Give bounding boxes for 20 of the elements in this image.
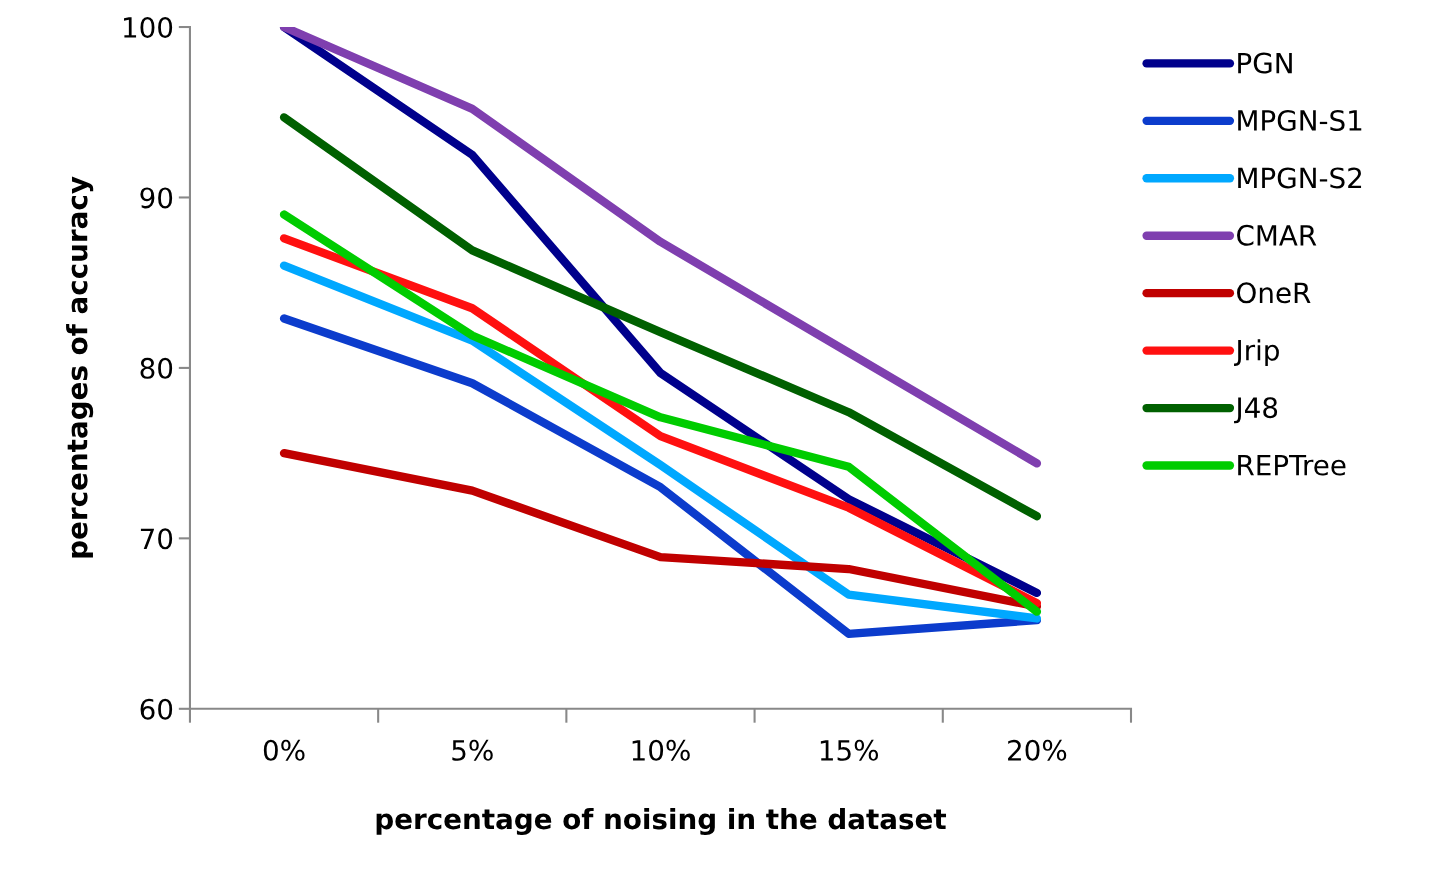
- x-tick-label: 20%: [1008, 739, 1067, 761]
- legend-label: CMAR: [1237, 224, 1317, 246]
- y-axis-title: percentages of accuracy: [66, 176, 94, 558]
- y-tick-label: 90: [140, 187, 173, 209]
- legend-label: PGN: [1238, 52, 1292, 74]
- y-tick-label: 100: [124, 16, 173, 38]
- x-tick-label: 5%: [452, 739, 493, 761]
- x-tick-label: 0%: [263, 739, 305, 761]
- x-axis-title: percentage of noising in the dataset: [376, 807, 947, 836]
- legend-label: MPGN-S2: [1238, 167, 1362, 189]
- legend-label: J48: [1234, 397, 1278, 424]
- y-tick-label: 80: [140, 357, 173, 379]
- y-tick-label: 60: [140, 698, 173, 720]
- legend-label: OneR: [1237, 282, 1311, 304]
- legend-label: Jrip: [1234, 339, 1279, 367]
- x-tick-label: 15%: [820, 739, 879, 761]
- x-tick-label: 10%: [632, 739, 690, 761]
- legend-label: MPGN-S1: [1238, 109, 1362, 131]
- y-tick-label: 70: [140, 528, 173, 550]
- legend-label: REPTree: [1238, 454, 1346, 476]
